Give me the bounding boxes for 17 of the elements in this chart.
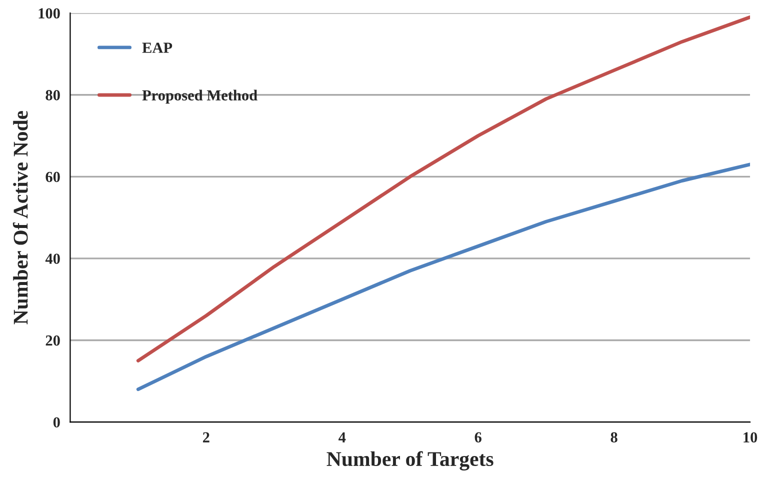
- x-tick-label: 2: [202, 432, 210, 442]
- legend-label: EAP: [142, 42, 172, 53]
- x-axis-title: Number of Targets: [326, 451, 494, 470]
- y-tick-label: 0: [53, 417, 60, 428]
- y-tick-label: 20: [46, 335, 60, 346]
- y-tick-label: 60: [46, 172, 60, 182]
- x-tick-label: 8: [610, 432, 618, 443]
- x-tick-label: 10: [744, 432, 758, 443]
- y-tick-label: 80: [46, 90, 60, 100]
- y-tick-label: 100: [38, 8, 60, 19]
- y-tick-label: 40: [45, 254, 60, 264]
- legend-label: Proposed Method: [142, 90, 258, 104]
- x-tick-label: 4: [338, 432, 346, 442]
- x-tick-label: 6: [474, 432, 482, 443]
- line-series: [136, 15, 750, 362]
- line-series: [136, 162, 750, 392]
- y-axis-title: Number Of Active Node: [12, 110, 28, 324]
